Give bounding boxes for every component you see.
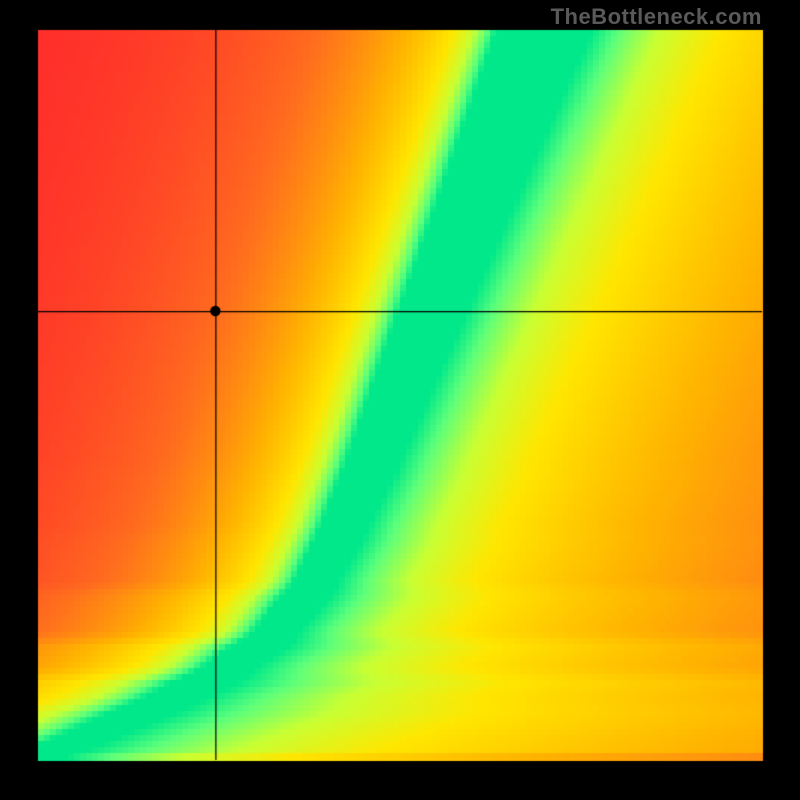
watermark-text: TheBottleneck.com [551,4,762,30]
bottleneck-heatmap [0,0,800,800]
chart-container: TheBottleneck.com [0,0,800,800]
